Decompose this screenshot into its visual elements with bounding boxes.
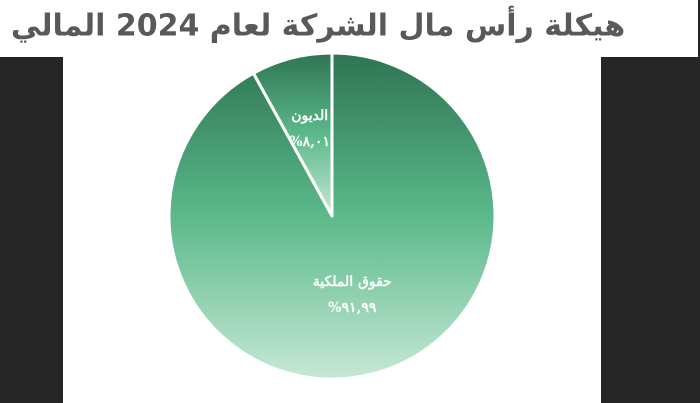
pie-slice bbox=[167, 51, 497, 381]
slice-label: حقوق الملكية bbox=[313, 274, 392, 290]
chart-title: هيكلة رأس مال الشركة لعام 2024 المالي bbox=[11, 6, 625, 44]
slice-value-label: ٨,٠١% bbox=[289, 134, 330, 150]
title-band bbox=[0, 0, 698, 57]
slice-value-label: ٩١,٩٩% bbox=[328, 300, 377, 316]
slice-label: الديون bbox=[291, 108, 328, 124]
